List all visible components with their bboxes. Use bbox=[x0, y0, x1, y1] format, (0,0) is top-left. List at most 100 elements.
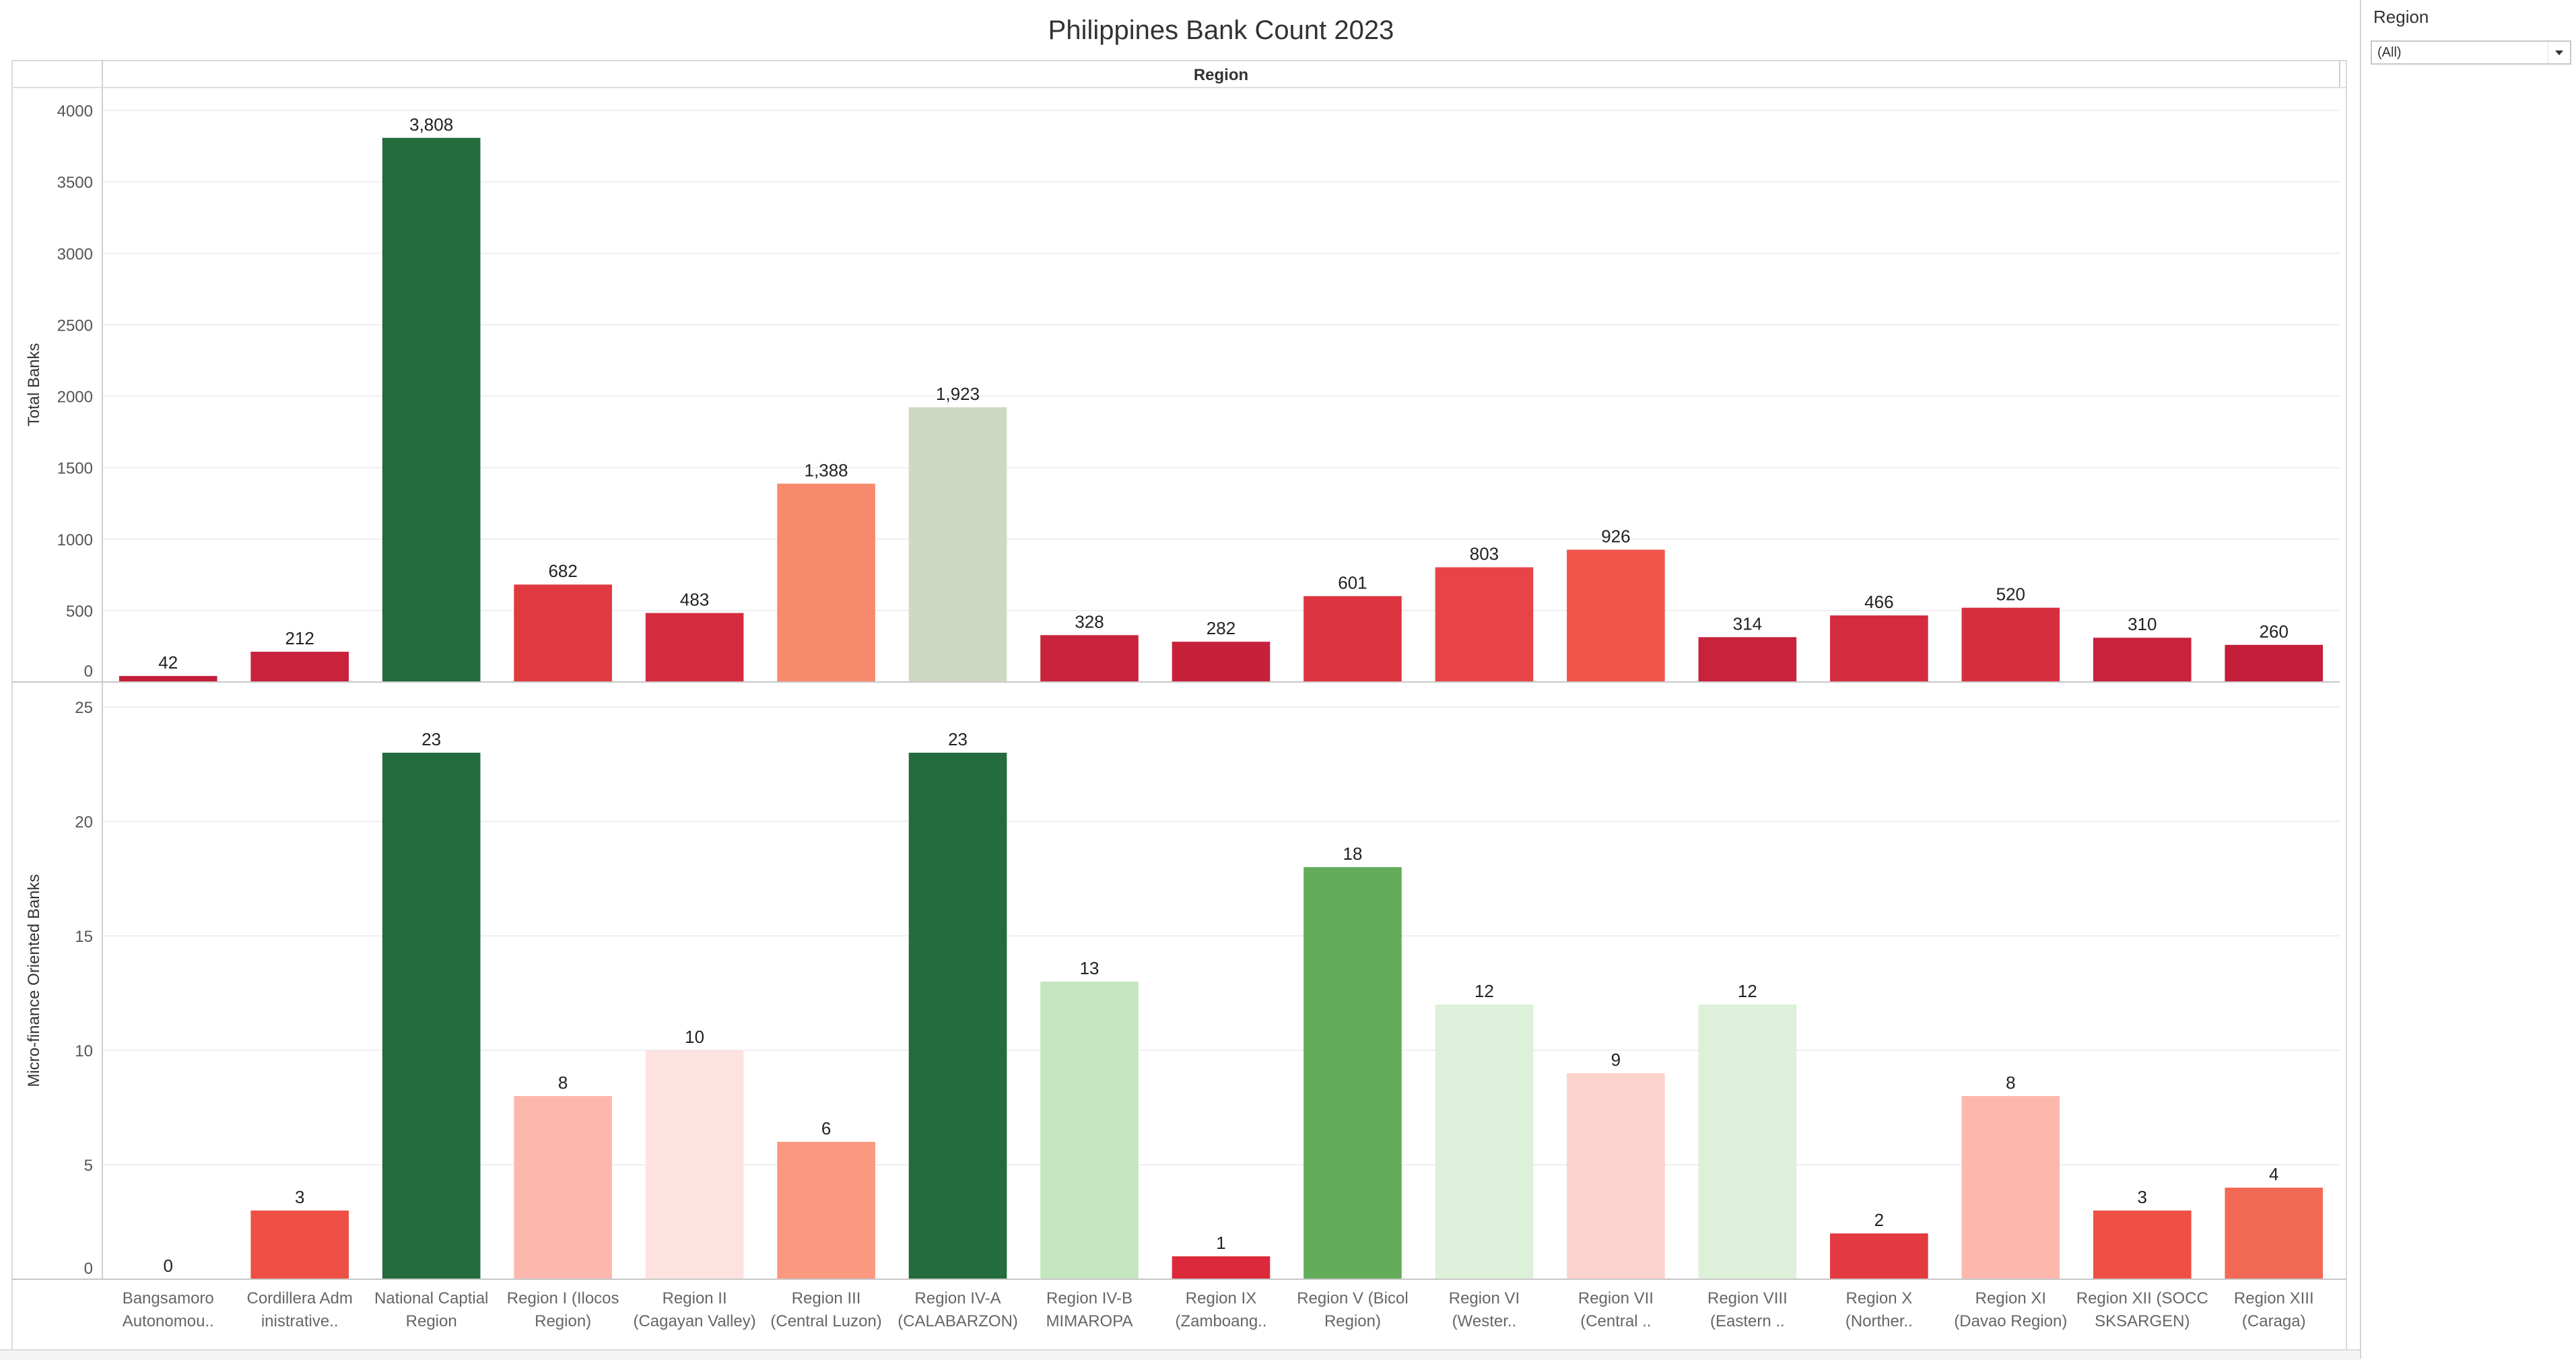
category-label: Cordillera Adm bbox=[247, 1289, 353, 1307]
bar bbox=[1435, 1005, 1534, 1279]
category-label: Region VIII bbox=[1707, 1289, 1788, 1307]
category-label: (CALABARZON) bbox=[897, 1312, 1018, 1330]
bar bbox=[118, 676, 217, 682]
data-label: 682 bbox=[548, 561, 577, 581]
data-label: 42 bbox=[158, 652, 178, 673]
y-tick-label: 500 bbox=[66, 603, 93, 621]
category-label: (Davao Region) bbox=[1954, 1312, 2067, 1330]
data-label: 23 bbox=[948, 729, 968, 749]
category-label: (Wester.. bbox=[1452, 1312, 1517, 1330]
bar bbox=[908, 407, 1007, 682]
category-label: (Central .. bbox=[1580, 1312, 1651, 1330]
column-header: Region bbox=[1194, 66, 1248, 84]
bar bbox=[1040, 982, 1139, 1279]
category-label: (Caraga) bbox=[2242, 1312, 2306, 1330]
category-label: Region XI bbox=[1975, 1289, 2046, 1307]
data-label: 260 bbox=[2260, 621, 2289, 642]
category-label: National Captial bbox=[374, 1289, 488, 1307]
data-label: 3 bbox=[2138, 1187, 2147, 1207]
category-label: Autonomou.. bbox=[123, 1312, 214, 1330]
filter-title: Region bbox=[2373, 7, 2429, 27]
y-tick-label: 10 bbox=[75, 1042, 93, 1060]
y-tick-label: 2000 bbox=[57, 388, 93, 407]
y-tick-label: 1000 bbox=[57, 531, 93, 549]
category-label: Region IV-B bbox=[1046, 1289, 1132, 1307]
data-label: 8 bbox=[2006, 1073, 2015, 1093]
filter-panel: Region (All) bbox=[2360, 0, 2576, 1359]
category-label: Region) bbox=[535, 1312, 591, 1330]
data-label: 3 bbox=[295, 1187, 304, 1207]
data-label: 212 bbox=[285, 628, 314, 648]
data-label: 1 bbox=[1216, 1233, 1225, 1253]
data-label: 520 bbox=[1996, 584, 2025, 605]
chevron-down-icon[interactable] bbox=[2548, 42, 2570, 63]
chart-frame bbox=[11, 60, 2347, 1349]
bar bbox=[1830, 1233, 1928, 1279]
bar bbox=[1698, 1005, 1797, 1279]
data-label: 10 bbox=[685, 1027, 704, 1047]
category-label: Region XII (SOCC bbox=[2076, 1289, 2208, 1307]
bar bbox=[2225, 1188, 2324, 1279]
y-axis-label: Total Banks bbox=[25, 343, 43, 426]
data-label: 803 bbox=[1470, 544, 1499, 564]
bar-chart: Philippines Bank Count 2023Region0500100… bbox=[11, 15, 2347, 1349]
bar bbox=[1435, 567, 1534, 682]
data-label: 9 bbox=[1611, 1050, 1621, 1070]
bar bbox=[645, 613, 744, 682]
y-tick-label: 4000 bbox=[57, 102, 93, 121]
data-label: 18 bbox=[1343, 844, 1363, 864]
bar bbox=[1961, 607, 2060, 682]
data-label: 1,923 bbox=[936, 384, 980, 404]
y-tick-label: 0 bbox=[84, 662, 93, 681]
y-tick-label: 25 bbox=[75, 699, 93, 717]
data-label: 601 bbox=[1338, 572, 1367, 592]
bar bbox=[382, 753, 481, 1279]
data-label: 8 bbox=[558, 1073, 568, 1093]
data-label: 3,808 bbox=[409, 114, 453, 135]
data-label: 0 bbox=[164, 1256, 173, 1276]
data-label: 466 bbox=[1864, 592, 1893, 612]
y-tick-label: 1500 bbox=[57, 460, 93, 478]
bar bbox=[2093, 1211, 2192, 1279]
category-label: (Zamboang.. bbox=[1175, 1312, 1266, 1330]
y-tick-label: 0 bbox=[84, 1260, 93, 1278]
y-tick-label: 3000 bbox=[57, 245, 93, 263]
sheet-tab-strip bbox=[0, 1349, 2360, 1360]
category-label: Region IX bbox=[1186, 1289, 1256, 1307]
data-label: 13 bbox=[1080, 958, 1099, 978]
bar bbox=[1567, 1073, 1665, 1279]
bar bbox=[1040, 635, 1139, 682]
category-label: Region X bbox=[1845, 1289, 1912, 1307]
bar bbox=[2093, 638, 2192, 682]
category-label: Region II bbox=[663, 1289, 727, 1307]
data-label: 314 bbox=[1733, 613, 1762, 634]
data-label: 310 bbox=[2128, 614, 2157, 634]
category-label: Region III bbox=[792, 1289, 861, 1307]
data-label: 483 bbox=[680, 589, 709, 609]
category-label: Region XIII bbox=[2234, 1289, 2314, 1307]
bar bbox=[2225, 644, 2324, 682]
category-label: (Cagayan Valley) bbox=[633, 1312, 755, 1330]
region-filter-value: (All) bbox=[2377, 45, 2402, 60]
y-tick-label: 20 bbox=[75, 813, 93, 831]
category-label: Region) bbox=[1324, 1312, 1381, 1330]
region-filter-dropdown[interactable]: (All) bbox=[2371, 40, 2571, 65]
bar bbox=[514, 584, 612, 682]
category-label: Region VI bbox=[1449, 1289, 1520, 1307]
chart-title: Philippines Bank Count 2023 bbox=[1048, 15, 1394, 45]
y-tick-label: 2500 bbox=[57, 316, 93, 335]
bar bbox=[1830, 615, 1928, 682]
data-label: 12 bbox=[1475, 981, 1494, 1001]
y-tick-label: 15 bbox=[75, 928, 93, 946]
data-label: 926 bbox=[1601, 526, 1630, 546]
bar bbox=[250, 1211, 349, 1279]
bar bbox=[1698, 637, 1797, 682]
category-label: (Eastern .. bbox=[1710, 1312, 1785, 1330]
bar bbox=[514, 1096, 612, 1279]
category-label: Region V (Bicol bbox=[1297, 1289, 1408, 1307]
y-tick-label: 5 bbox=[84, 1157, 93, 1175]
data-label: 23 bbox=[421, 729, 441, 749]
bar bbox=[1172, 1256, 1270, 1279]
bar bbox=[1172, 642, 1270, 682]
bar bbox=[1961, 1096, 2060, 1279]
